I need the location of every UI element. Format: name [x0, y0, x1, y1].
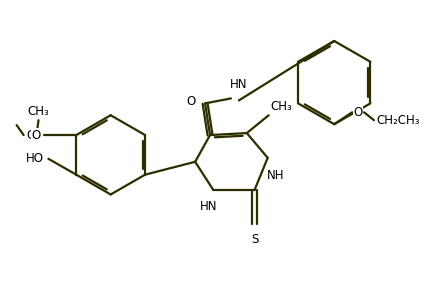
Text: HN: HN — [230, 78, 248, 91]
Text: O: O — [186, 95, 195, 108]
Text: O: O — [354, 106, 363, 119]
Text: S: S — [251, 233, 259, 246]
Text: CH₂CH₃: CH₂CH₃ — [376, 114, 419, 127]
Text: CH₃: CH₃ — [27, 105, 49, 118]
Text: HN: HN — [200, 200, 218, 213]
Text: CH₃: CH₃ — [271, 100, 293, 113]
Text: O: O — [26, 128, 35, 142]
Text: O: O — [31, 128, 41, 142]
Text: HO: HO — [26, 152, 44, 165]
Text: NH: NH — [267, 169, 284, 182]
